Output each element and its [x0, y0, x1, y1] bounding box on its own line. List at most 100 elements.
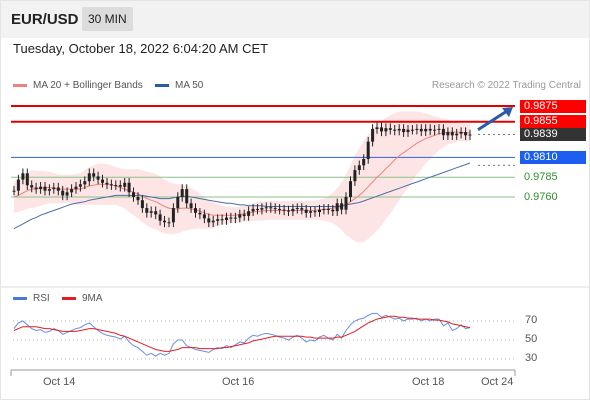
symbol-label: EUR/USD — [11, 11, 79, 28]
candle-body — [366, 141, 370, 159]
candle-body — [269, 207, 273, 209]
candle-body — [220, 219, 224, 221]
x-tick-label: Oct 18 — [412, 376, 445, 388]
candle-body — [300, 208, 304, 210]
candle-body — [47, 189, 51, 191]
candle-body — [455, 133, 459, 136]
candle-body — [424, 128, 428, 132]
candle-body — [260, 208, 264, 210]
candle-body — [167, 222, 171, 224]
ma20-swatch — [13, 83, 27, 87]
candle-body — [331, 209, 335, 212]
candle-body — [171, 208, 175, 223]
candle-body — [459, 132, 463, 134]
candle-body — [176, 197, 180, 209]
candle-body — [433, 129, 437, 131]
candle-body — [233, 217, 237, 219]
level-label-0.9810: 0.9810 — [520, 150, 586, 164]
rsi-line — [13, 312, 471, 357]
candle-body — [375, 127, 379, 129]
legend-rsi: RSI — [13, 293, 50, 304]
header-bar: EUR/USD 30 MIN — [0, 0, 590, 38]
x-tick-label: Oct 16 — [222, 376, 255, 388]
candle-body — [415, 128, 419, 130]
candle-body — [43, 186, 47, 191]
candle-body — [109, 184, 113, 186]
legend-ma50: MA 50 — [155, 80, 203, 91]
candle-body — [16, 179, 20, 191]
candle-body — [25, 173, 29, 186]
candle-body — [149, 211, 153, 213]
candle-body — [419, 128, 423, 132]
candle-body — [96, 176, 100, 180]
candle-body — [118, 185, 122, 187]
candle-body — [140, 200, 144, 209]
candle-body — [446, 132, 450, 136]
candle-body — [309, 211, 313, 213]
candle-body — [353, 170, 357, 182]
candle-body — [52, 187, 56, 190]
candle-body — [154, 211, 158, 215]
rsi-tick-70: 70 — [525, 314, 538, 326]
legend-ma9-label: 9MA — [82, 293, 103, 304]
candle-body — [287, 210, 290, 212]
level-label-0.9785: 0.9785 — [524, 170, 558, 183]
candle-body — [136, 197, 140, 201]
candle-body — [34, 187, 38, 190]
candle-body — [158, 214, 162, 221]
candle-body — [468, 134, 472, 136]
candle-body — [211, 220, 215, 223]
candle-body — [393, 129, 397, 131]
candle-body — [87, 173, 91, 182]
candle-body — [304, 209, 308, 213]
candle-body — [101, 179, 104, 183]
ma9-line — [13, 315, 471, 352]
candle-body — [145, 208, 149, 213]
forecast-arrow-head — [502, 107, 513, 117]
ma50-line — [13, 162, 471, 230]
interval-button[interactable]: 30 MIN — [82, 7, 133, 31]
candle-body — [242, 214, 246, 216]
candle-body — [247, 211, 251, 216]
legend-ma50-label: MA 50 — [175, 80, 204, 91]
candle-body — [163, 220, 166, 223]
candle-body — [322, 208, 326, 210]
candle-body — [388, 128, 392, 130]
candle-body — [229, 217, 233, 219]
candle-body — [78, 184, 82, 187]
candle-body — [65, 192, 69, 196]
candle-body — [56, 187, 60, 191]
candle-body — [406, 129, 410, 133]
candle-body — [92, 173, 96, 177]
candle-body — [384, 128, 388, 132]
candle-body — [464, 132, 468, 136]
candle-body — [39, 186, 43, 190]
candle-body — [380, 127, 383, 132]
candle-body — [313, 211, 317, 213]
candle-body — [127, 182, 131, 193]
level-label-0.9875: 0.9875 — [520, 99, 586, 113]
candle-body — [335, 203, 339, 212]
candle-body — [428, 128, 432, 131]
copyright: Research © 2022 Trading Central — [431, 80, 581, 91]
legend-rsi-label: RSI — [33, 293, 50, 304]
candle-body — [326, 208, 330, 210]
candle-body — [189, 203, 193, 208]
candle-body — [185, 189, 189, 204]
candle-body — [114, 185, 118, 187]
candle-body — [30, 185, 34, 188]
legend-ma20-label: MA 20 + Bollinger Bands — [33, 80, 143, 91]
candle-body — [83, 181, 87, 185]
rsi-tick-30: 30 — [525, 352, 538, 364]
candle-body — [180, 189, 184, 197]
candle-body — [291, 208, 295, 212]
candle-body — [198, 212, 202, 215]
candle-body — [397, 128, 401, 131]
candle-body — [318, 209, 321, 213]
rsi-swatch — [13, 296, 27, 300]
candle-body — [238, 214, 242, 218]
candle-body — [61, 190, 65, 196]
candle-body — [225, 217, 228, 220]
candle-body — [362, 159, 366, 166]
